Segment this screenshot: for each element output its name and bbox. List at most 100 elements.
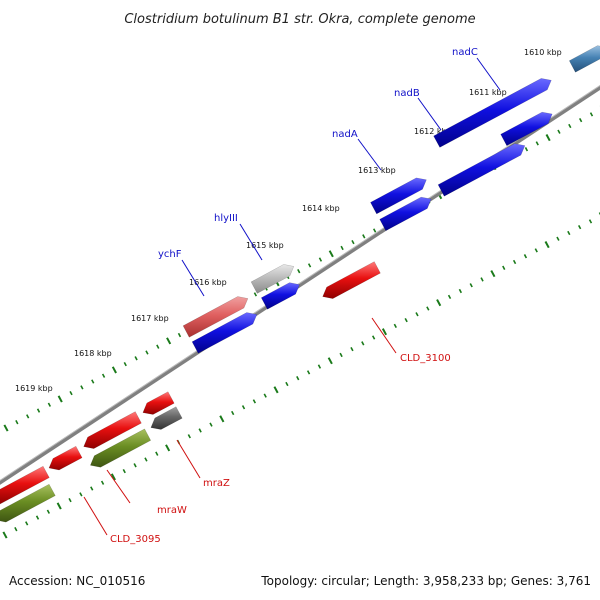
- tick-mark: [545, 134, 551, 142]
- inner-tick-track: [2, 212, 600, 539]
- tick-mark: [567, 230, 571, 236]
- tick-mark: [165, 444, 171, 452]
- tick-mark: [285, 381, 289, 387]
- tick-mark: [556, 236, 560, 241]
- tick-labels: 1610 kbp 1611 kbp 1612 kbp 1613 kbp 1614…: [15, 48, 562, 393]
- tick-label-1619: 1619 kbp: [15, 384, 53, 393]
- tick-mark: [512, 259, 517, 265]
- tick-mark: [47, 402, 52, 407]
- tick-mark: [2, 531, 8, 539]
- gene-label-hlyIII[interactable]: hlyIII: [214, 213, 238, 224]
- gene-hlyIII-a[interactable]: [250, 264, 295, 294]
- gene-red-1[interactable]: [142, 391, 175, 415]
- gene-olive-1[interactable]: [90, 428, 152, 468]
- tick-mark: [134, 356, 138, 361]
- tick-mark: [524, 147, 529, 152]
- tick-mark: [14, 527, 18, 532]
- leader-nadA: [357, 138, 382, 171]
- tick-mark: [46, 509, 51, 514]
- tick-mark: [273, 386, 279, 394]
- tick-mark: [144, 457, 148, 462]
- tick-mark: [90, 486, 94, 491]
- tick-mark: [340, 245, 344, 251]
- gene-nadB-lower[interactable]: [437, 143, 526, 197]
- tick-mark: [327, 357, 333, 365]
- gene-olive-2[interactable]: [0, 483, 56, 523]
- tick-mark: [123, 361, 127, 367]
- tick-mark: [79, 492, 83, 497]
- gene-nadC-upper[interactable]: [568, 45, 600, 73]
- tick-mark: [351, 239, 355, 245]
- gene-features: [0, 45, 600, 523]
- gene-nadA[interactable]: [370, 177, 427, 215]
- gene-CLD_3095[interactable]: [0, 465, 50, 505]
- tick-mark: [156, 344, 160, 349]
- tick-mark: [415, 312, 419, 317]
- tick-mark: [122, 468, 126, 474]
- tick-mark: [91, 379, 95, 384]
- tick-mark: [557, 129, 561, 134]
- gene-mraW[interactable]: [83, 411, 142, 449]
- gene-nadC-lower[interactable]: [500, 111, 553, 147]
- tick-mark: [15, 420, 19, 425]
- tick-mark: [296, 376, 300, 381]
- gene-label-mraZ[interactable]: mraZ: [203, 478, 230, 489]
- gene-label-nadB[interactable]: nadB: [394, 88, 420, 99]
- gene-CLD_3100[interactable]: [322, 261, 381, 299]
- tick-mark: [480, 277, 484, 282]
- tick-mark: [133, 463, 137, 468]
- tick-mark: [57, 395, 63, 403]
- tick-mark: [544, 241, 550, 249]
- tick-mark: [535, 141, 539, 146]
- leader-nadB: [417, 97, 442, 131]
- tick-mark: [361, 341, 365, 346]
- tick-mark: [252, 399, 257, 404]
- tick-mark: [534, 248, 538, 253]
- tick-mark: [155, 451, 159, 456]
- tick-mark: [241, 405, 246, 410]
- tick-mark: [362, 234, 366, 239]
- gene-nadB[interactable]: [433, 78, 552, 148]
- tick-mark: [350, 346, 354, 352]
- tick-mark: [307, 263, 312, 268]
- gene-label-ychF[interactable]: ychF: [158, 249, 182, 260]
- tick-mark: [306, 370, 311, 375]
- genome-summary-text: Topology: circular; Length: 3,958,233 bp…: [260, 574, 591, 588]
- tick-mark: [101, 373, 106, 378]
- tick-mark: [145, 350, 149, 355]
- tick-mark: [577, 225, 582, 230]
- gene-label-mraW[interactable]: mraW: [157, 505, 187, 516]
- tick-mark: [231, 410, 235, 416]
- gene-ychF-a[interactable]: [182, 296, 249, 338]
- tick-mark: [393, 323, 397, 329]
- tick-mark: [187, 434, 191, 439]
- tick-mark: [371, 335, 376, 340]
- tick-mark: [166, 337, 172, 345]
- tick-mark: [328, 250, 334, 258]
- gene-mraZ[interactable]: [150, 406, 183, 430]
- gene-red-2[interactable]: [48, 445, 83, 471]
- tick-mark: [589, 112, 594, 117]
- gene-nadA-lower[interactable]: [379, 196, 432, 232]
- gene-label-nadC[interactable]: nadC: [452, 47, 478, 58]
- gene-ychF-b[interactable]: [191, 312, 258, 354]
- gene-label-CLD_3100[interactable]: CLD_3100: [400, 353, 451, 364]
- tick-label-1614: 1614 kbp: [302, 204, 340, 213]
- gene-label-CLD_3095[interactable]: CLD_3095: [110, 534, 161, 545]
- tick-mark: [26, 414, 30, 419]
- tick-mark: [578, 118, 583, 123]
- tick-label-1616: 1616 kbp: [189, 278, 227, 287]
- tick-label-1611: 1611 kbp: [469, 88, 507, 97]
- tick-mark: [36, 408, 41, 413]
- tick-mark: [436, 299, 442, 307]
- map-title: Clostridium botulinum B1 str. Okra, comp…: [124, 12, 475, 27]
- tick-mark: [219, 415, 225, 423]
- tick-tracks: [2, 105, 600, 539]
- tick-mark: [588, 219, 593, 224]
- gene-label-nadA[interactable]: nadA: [332, 129, 358, 140]
- gene-hlyIII-b[interactable]: [260, 282, 300, 310]
- tick-label-1615: 1615 kbp: [246, 241, 284, 250]
- label-leaders: [83, 57, 501, 536]
